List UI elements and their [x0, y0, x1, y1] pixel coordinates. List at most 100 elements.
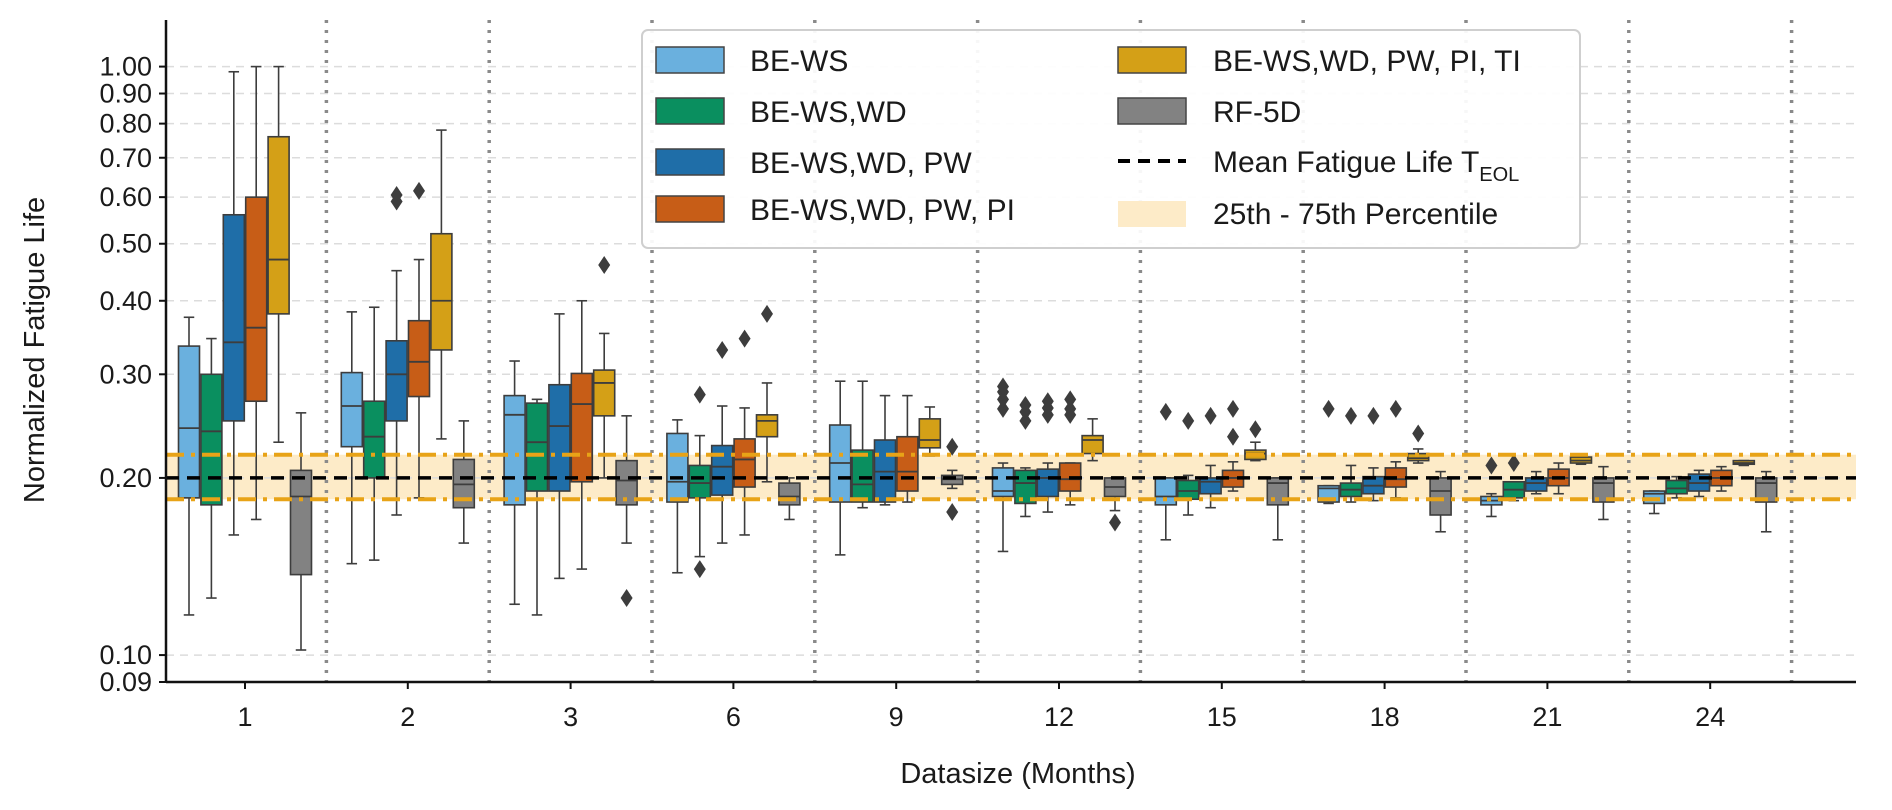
- outlier-point: [1322, 399, 1335, 418]
- box: [1176, 479, 1200, 501]
- x-tick-label: 1: [237, 702, 252, 732]
- y-tick-label: 0.80: [99, 109, 152, 139]
- box: [1524, 477, 1548, 492]
- box: [918, 418, 942, 449]
- box: [851, 449, 874, 503]
- legend-label-be-ws-wd: BE-WS,WD: [750, 96, 907, 129]
- legend-label-mean: Mean Fatigue Life TEOL: [1213, 146, 1519, 186]
- x-tick-label: 6: [726, 702, 741, 732]
- legend-swatch-be-ws-wd-pw-pi: [655, 195, 725, 223]
- box: [570, 372, 594, 483]
- outlier-point: [1227, 399, 1239, 418]
- outlier-point: [1109, 513, 1121, 532]
- box: [778, 482, 801, 506]
- x-tick-label: 24: [1695, 702, 1725, 732]
- legend-swatch-be-ws-wd: [655, 97, 725, 125]
- box: [222, 213, 246, 422]
- outlier-point: [1249, 420, 1262, 439]
- x-tick-label: 3: [563, 702, 578, 732]
- box: [688, 464, 712, 499]
- y-tick-label: 1.00: [99, 52, 152, 82]
- legend-label-be-ws: BE-WS: [750, 45, 848, 78]
- legend-swatch-band: [1118, 201, 1186, 227]
- outlier-point: [1159, 402, 1172, 421]
- legend-label-rf-5d: RF-5D: [1213, 96, 1301, 129]
- box: [733, 438, 756, 488]
- outlier-point: [1019, 411, 1032, 430]
- box: [548, 383, 571, 492]
- x-tick-label: 2: [400, 702, 415, 732]
- x-tick-label: 18: [1370, 702, 1400, 732]
- y-tick-label: 0.10: [99, 640, 152, 670]
- outlier-point: [413, 181, 425, 200]
- x-axis-label: Datasize (Months): [900, 758, 1135, 790]
- x-tick-label: 21: [1532, 702, 1562, 732]
- box: [385, 340, 408, 422]
- y-tick-label: 0.90: [99, 79, 152, 109]
- y-tick-label: 0.40: [99, 286, 152, 316]
- axes-layer: [164, 20, 1856, 684]
- reference-lines-layer: [166, 452, 1856, 502]
- box: [503, 394, 526, 506]
- y-tick-label: 0.70: [99, 143, 152, 173]
- box: [1429, 477, 1452, 516]
- outlier-point: [620, 589, 633, 608]
- box: [1199, 477, 1222, 495]
- y-tick-label: 0.60: [99, 182, 152, 212]
- legend-swatch-be-ws-wd-pw: [655, 148, 725, 176]
- outlier-point: [716, 340, 729, 359]
- box: [362, 400, 386, 479]
- box: [991, 467, 1015, 498]
- outlier-point: [1019, 396, 1032, 415]
- legend-mean-subscript: EOL: [1479, 164, 1519, 186]
- legend-swatch-be-ws-wd-pw-pi-ti: [1117, 46, 1187, 74]
- legend-label-be-ws-wd-pw-pi-ti: BE-WS,WD, PW, PI, TI: [1213, 45, 1521, 78]
- legend-swatch-be-ws: [655, 46, 725, 74]
- outlier-point: [1064, 390, 1077, 409]
- outlier-point: [693, 385, 706, 404]
- outlier-point: [761, 304, 773, 323]
- box: [710, 444, 734, 496]
- box: [244, 196, 268, 403]
- outlier-point: [1204, 406, 1217, 425]
- legend: BE-WS BE-WS,WD BE-WS,WD, PW BE-WS,WD, PW…: [641, 29, 1581, 249]
- box: [592, 369, 616, 417]
- outlier-point: [1367, 406, 1380, 425]
- legend-swatch-rf-5d: [1117, 97, 1187, 125]
- y-tick-label: 0.30: [99, 359, 152, 389]
- outlier-point: [738, 329, 751, 348]
- outlier-point: [1345, 406, 1357, 425]
- outlier-point: [1227, 427, 1239, 446]
- boxes-layer: [177, 65, 1778, 651]
- outlier-point: [598, 256, 611, 275]
- outlier-point: [390, 186, 403, 205]
- outlier-point: [1064, 399, 1077, 418]
- outlier-point: [1507, 454, 1520, 473]
- outlier-point: [946, 437, 959, 456]
- box: [615, 459, 638, 506]
- x-tick-label: 12: [1044, 702, 1074, 732]
- outlier-point: [1041, 392, 1054, 411]
- box: [289, 469, 313, 576]
- y-axis-label: Normalized Fatigue Life: [19, 197, 51, 503]
- tick-labels-layer: 0.090.10 0.20 0.30 0.40 0.50 0.60 0.70 0.800.90…: [99, 52, 1725, 732]
- outlier-point: [946, 503, 959, 522]
- legend-frame: [641, 29, 1581, 249]
- legend-label-be-ws-wd-pw-pi: BE-WS,WD, PW, PI: [750, 194, 1015, 227]
- outlier-point: [1389, 399, 1402, 418]
- y-tick-label: 0.50: [99, 229, 152, 259]
- box: [430, 232, 453, 351]
- outlier-point: [997, 377, 1009, 396]
- x-tick-label: 15: [1207, 702, 1237, 732]
- y-tick-label: 0.20: [99, 463, 152, 493]
- box: [1665, 479, 1688, 495]
- outlier-point: [1182, 411, 1195, 430]
- outlier-point: [1485, 456, 1498, 475]
- box: [525, 402, 549, 492]
- box: [200, 373, 223, 506]
- outlier-point: [1412, 424, 1425, 443]
- box: [177, 345, 201, 499]
- x-tick-label: 9: [889, 702, 904, 732]
- box: [1036, 468, 1060, 498]
